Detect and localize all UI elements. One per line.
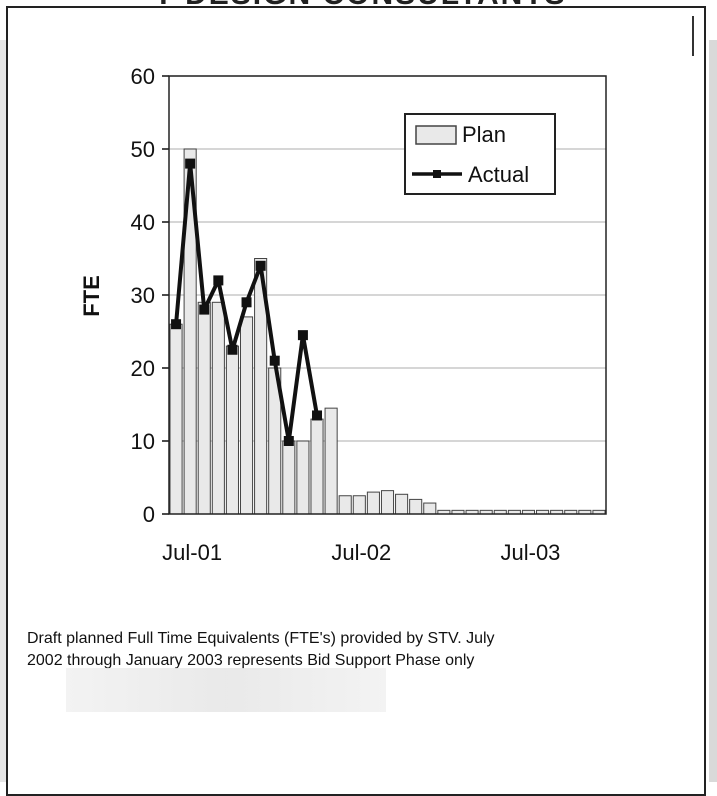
actual-point bbox=[171, 319, 182, 330]
plan-bar bbox=[423, 502, 437, 515]
plan-bar bbox=[409, 498, 423, 515]
plan-bar bbox=[282, 440, 296, 515]
actual-point bbox=[213, 275, 224, 286]
legend-plan-label: Plan bbox=[462, 122, 506, 147]
actual-point bbox=[269, 355, 280, 366]
plan-bar bbox=[310, 418, 324, 515]
plan-bars bbox=[169, 148, 606, 515]
x-tick-label: Jul-03 bbox=[501, 540, 561, 565]
scan-smudge bbox=[66, 668, 386, 712]
y-tick-label: 30 bbox=[131, 283, 155, 308]
y-tick-label: 0 bbox=[143, 502, 155, 527]
actual-point bbox=[283, 436, 294, 446]
plan-bar bbox=[225, 345, 239, 515]
y-tick-label: 20 bbox=[131, 356, 155, 381]
plan-bar bbox=[380, 490, 395, 515]
y-axis-label: FTE bbox=[79, 275, 104, 317]
page-title: Y DESIGN CONSULTANTS bbox=[40, 0, 680, 12]
caption-line-2: 2002 through January 2003 represents Bid… bbox=[27, 652, 475, 669]
actual-point bbox=[241, 297, 252, 308]
frame-corner-mark bbox=[692, 16, 708, 56]
scan-edge-right bbox=[709, 40, 717, 782]
fte-chart: 0 10 20 30 40 50 60 Jul-01 Jul-02 Jul-03 FTE Pla… bbox=[79, 64, 607, 565]
actual-point bbox=[185, 158, 196, 169]
legend-actual-marker bbox=[433, 170, 441, 178]
x-tick-labels: Jul-01 Jul-02 Jul-03 bbox=[162, 540, 560, 565]
x-tick-label: Jul-01 bbox=[162, 540, 222, 565]
scan-edge-left bbox=[0, 40, 6, 782]
plot-border bbox=[168, 75, 607, 515]
plan-bar bbox=[211, 301, 225, 515]
chart-caption: Draft planned Full Time Equivalents (FTE… bbox=[27, 628, 687, 672]
plan-bar bbox=[366, 491, 380, 515]
y-tick-label: 60 bbox=[131, 64, 155, 89]
caption-line-1: Draft planned Full Time Equivalents (FTE… bbox=[27, 630, 495, 647]
plan-bar bbox=[296, 440, 310, 515]
plan-bar bbox=[352, 495, 366, 515]
actual-point bbox=[312, 410, 323, 421]
plan-bar bbox=[338, 495, 352, 515]
legend: Plan Actual bbox=[404, 113, 556, 195]
axes bbox=[162, 75, 607, 515]
plan-bar bbox=[197, 301, 211, 515]
legend-plan-swatch bbox=[415, 125, 457, 145]
actual-point bbox=[255, 260, 266, 271]
plan-bar bbox=[239, 316, 254, 515]
plan-bar bbox=[395, 493, 409, 515]
actual-point bbox=[227, 344, 238, 355]
plan-bar bbox=[169, 323, 183, 515]
y-tick-label: 40 bbox=[131, 210, 155, 235]
y-tick-label: 50 bbox=[131, 137, 155, 162]
y-tick-labels: 0 10 20 30 40 50 60 bbox=[131, 64, 155, 527]
y-tick-label: 10 bbox=[131, 429, 155, 454]
x-tick-label: Jul-02 bbox=[331, 540, 391, 565]
plan-bar bbox=[324, 407, 338, 515]
actual-point bbox=[297, 330, 308, 341]
actual-point bbox=[199, 304, 210, 315]
legend-actual-label: Actual bbox=[468, 162, 529, 187]
actual-line bbox=[171, 158, 323, 446]
